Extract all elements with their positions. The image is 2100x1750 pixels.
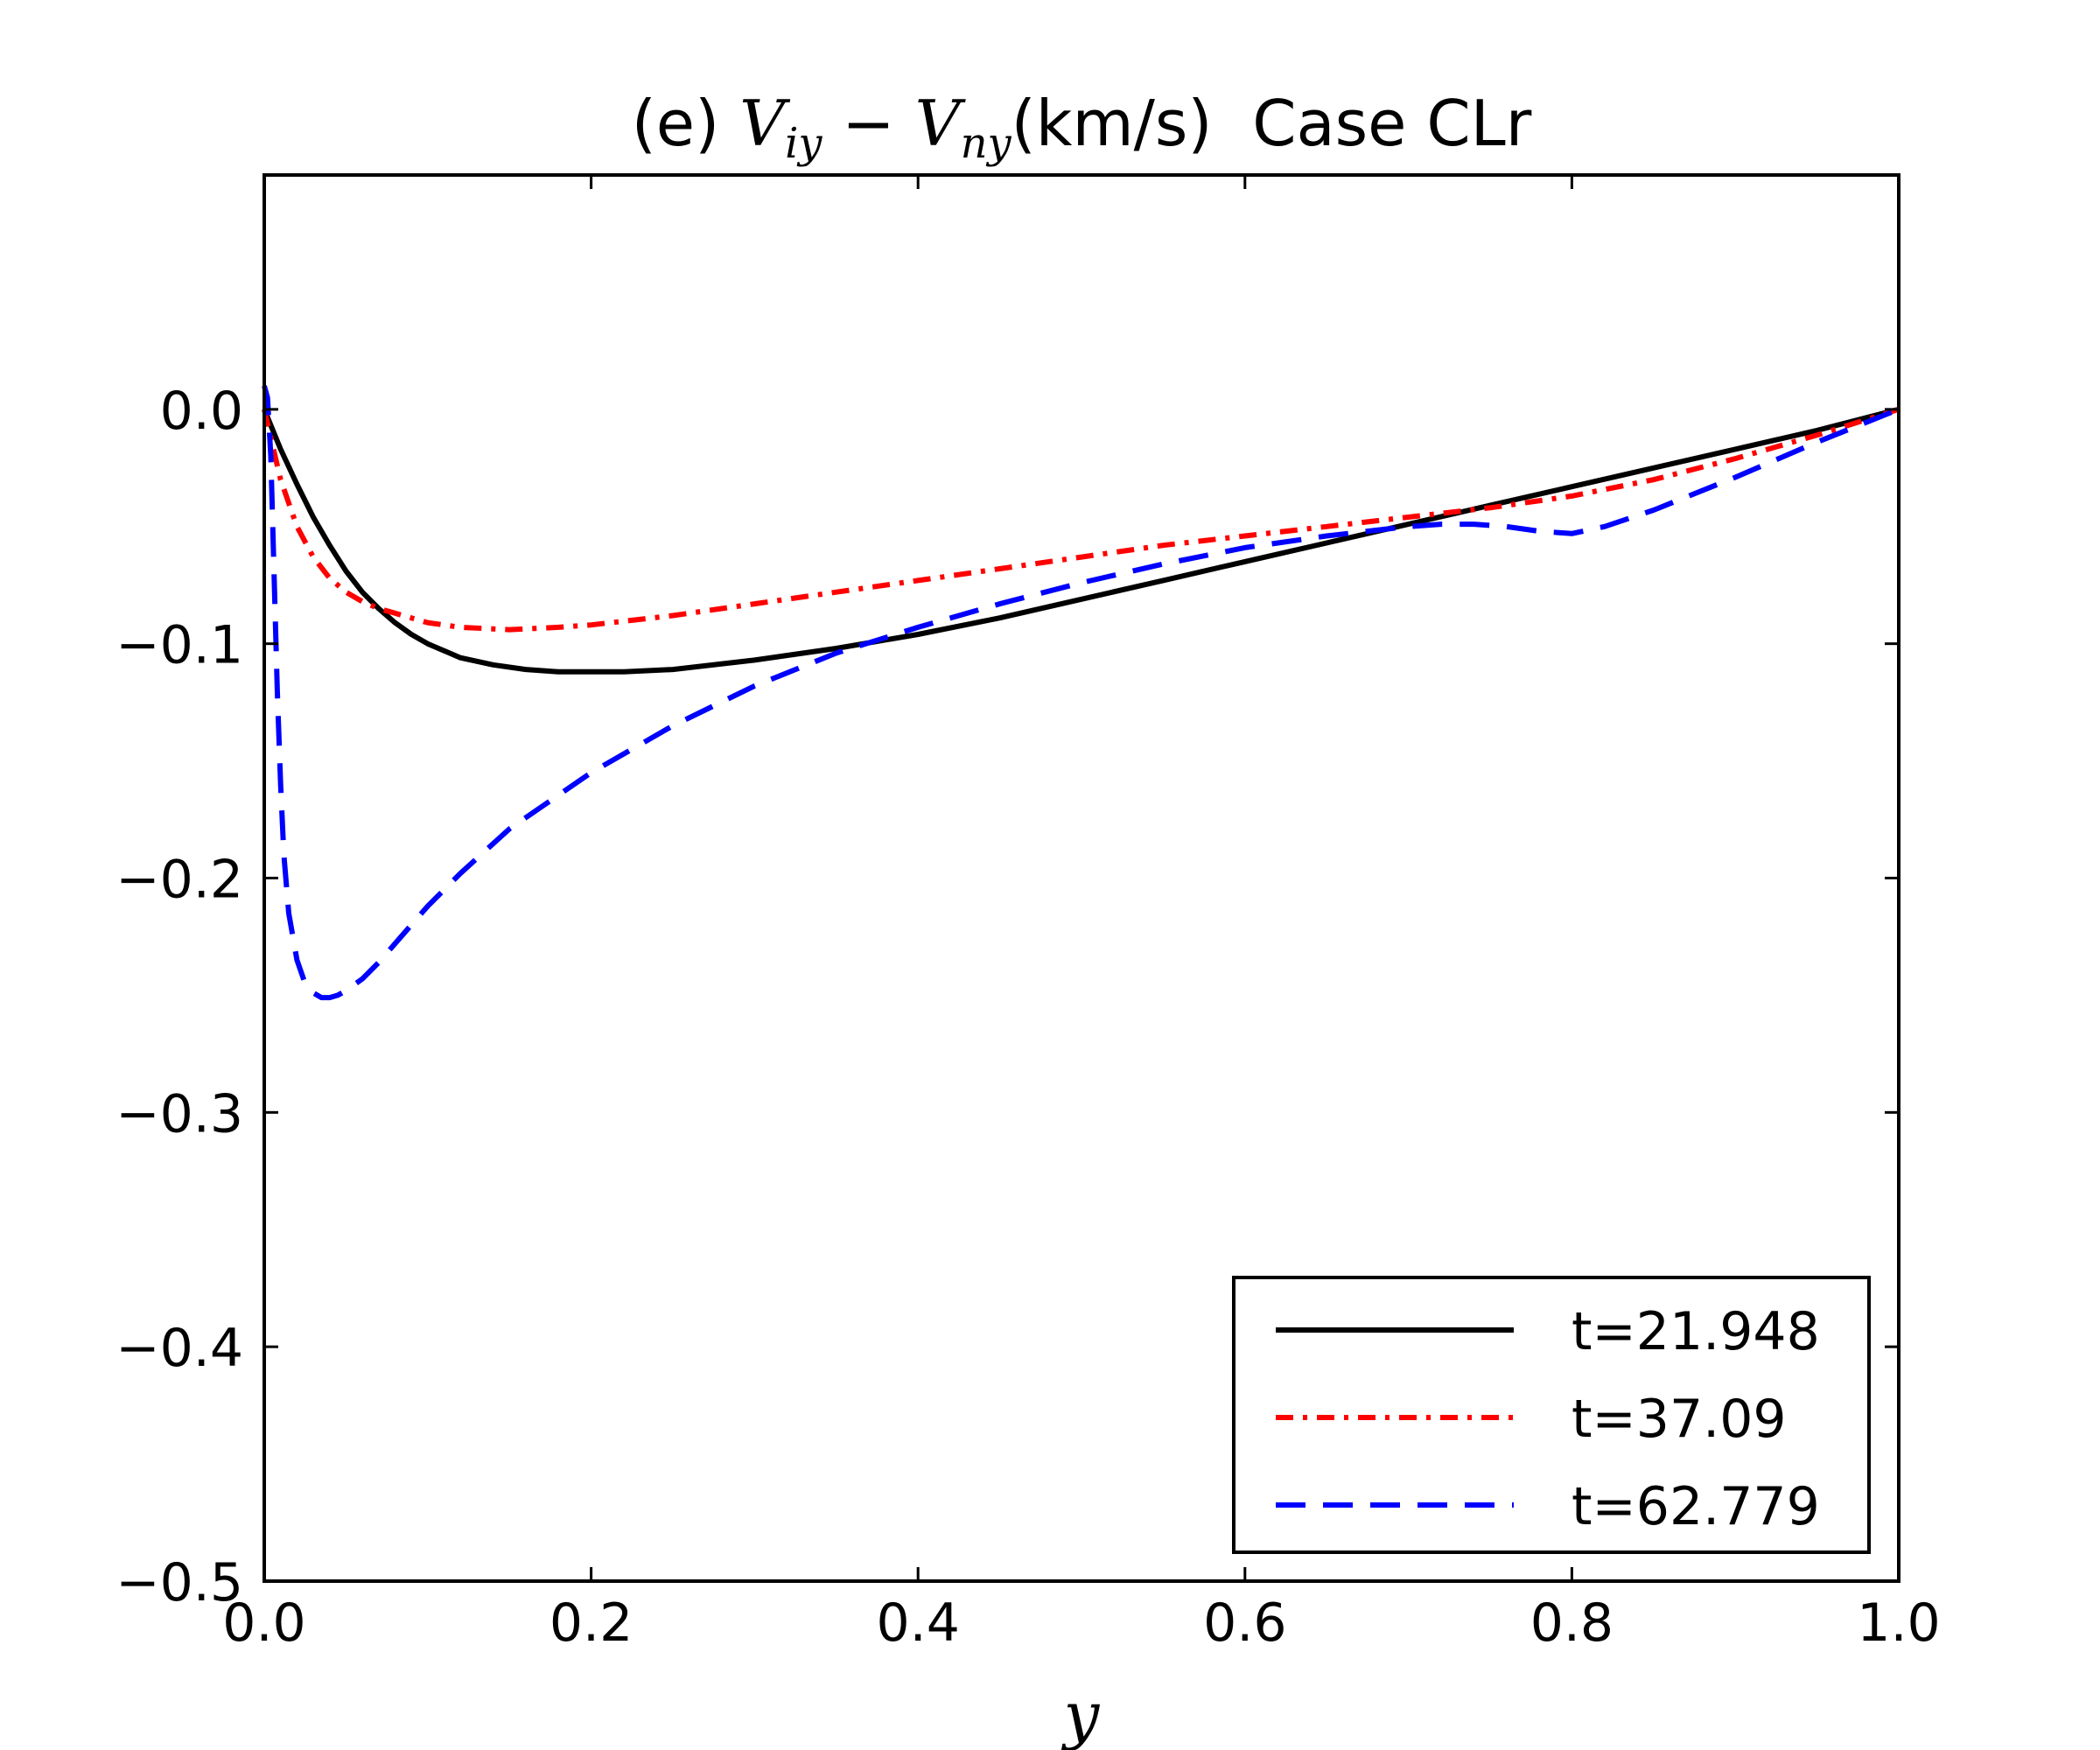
- y-tick-label: −0.2: [116, 850, 243, 911]
- title-units: (km/s): [1012, 87, 1213, 160]
- series-line-1: [262, 406, 1900, 675]
- series-line-2: [262, 406, 1900, 633]
- legend-label-1: t=21.948: [1572, 1301, 1820, 1362]
- x-tick-label: 0.8: [1530, 1592, 1614, 1654]
- x-tick-label: 0.0: [222, 1592, 305, 1654]
- x-tick-label: 0.2: [550, 1592, 633, 1654]
- title-suffix: Case CLr: [1212, 87, 1531, 160]
- series-layer: [262, 385, 1900, 1001]
- y-tick-label: −0.3: [116, 1083, 243, 1144]
- legend: t=21.948 t=37.09 t=62.779: [1232, 1276, 1871, 1554]
- legend-label-2: t=37.09: [1572, 1389, 1787, 1450]
- series-line-3: [262, 385, 1900, 1001]
- title-math-op: −: [822, 87, 915, 160]
- x-axis-label: y: [1061, 1678, 1101, 1750]
- y-tick-label: −0.5: [116, 1552, 243, 1614]
- title-prefix: (e): [632, 87, 739, 160]
- y-tick-label: −0.4: [116, 1318, 243, 1379]
- title-math-b-sub: ny: [961, 119, 1012, 168]
- axis-tick-labels: 0.0 0.2 0.4 0.6 0.8 1.0 0.0 −0.1 −0.2 −0.3 −0.4 −0.…: [116, 381, 1940, 1654]
- title-math-a: V: [739, 87, 791, 160]
- chart-title: (e) Viy − Vny(km/s) Case CLr: [632, 87, 1532, 168]
- x-tick-label: 1.0: [1857, 1592, 1940, 1654]
- y-tick-label: −0.1: [116, 615, 243, 676]
- title-math-a-sub: iy: [785, 119, 822, 168]
- title-math-b: V: [915, 87, 967, 160]
- legend-label-3: t=62.779: [1572, 1476, 1820, 1537]
- x-tick-label: 0.4: [876, 1592, 959, 1654]
- x-tick-label: 0.6: [1203, 1592, 1286, 1654]
- axis-ticks: [262, 175, 1900, 1583]
- y-tick-label: 0.0: [160, 381, 243, 442]
